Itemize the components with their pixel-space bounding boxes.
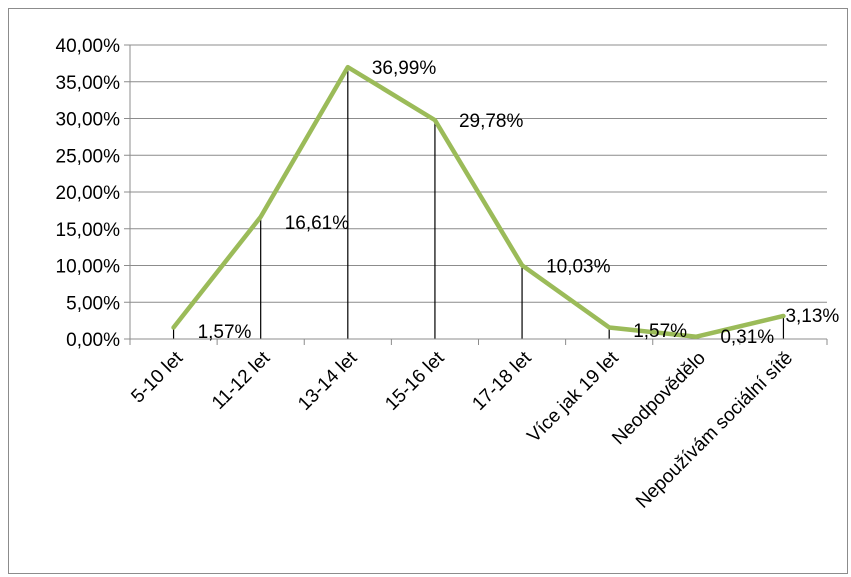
data-labels: 1,57% 16,61% 36,99% 29,78% 10,03% 1,57% 0,31% 3… <box>198 58 840 348</box>
y-tick-label: 0,00% <box>66 330 120 351</box>
x-tick-label: 17-18 let <box>468 347 536 415</box>
y-axis-tick-labels: 0,00% 5,00% 10,00% 15,00% 20,00% 25,00% 30,00%… <box>56 36 121 351</box>
drop-lines <box>172 67 785 339</box>
y-tick-label: 35,00% <box>56 73 121 94</box>
data-label: 1,57% <box>198 322 252 343</box>
x-tick-label: 5-10 let <box>127 347 187 407</box>
y-tick-label: 5,00% <box>66 293 120 314</box>
y-tick-label: 30,00% <box>56 110 121 131</box>
x-tick-label: Více jak 19 let <box>523 347 623 447</box>
x-tick-label: 13-14 let <box>294 347 362 415</box>
y-tick-label: 40,00% <box>56 36 121 57</box>
series-line <box>171 64 786 339</box>
data-label: 16,61% <box>285 213 350 234</box>
chart-area <box>8 8 848 574</box>
data-label: 1,57% <box>633 321 687 342</box>
x-axis <box>129 45 828 345</box>
data-label: 3,13% <box>785 306 839 327</box>
data-label: 0,31% <box>720 327 774 348</box>
x-tick-label: 11-12 let <box>208 347 275 414</box>
series-line-path <box>171 64 786 339</box>
y-tick-label: 25,00% <box>56 146 121 167</box>
x-tick-label: Nepoužívám sociální sítě <box>632 348 797 513</box>
x-tick-label: 15-16 let <box>381 347 449 415</box>
data-label: 36,99% <box>372 58 437 79</box>
y-tick-label: 20,00% <box>56 183 121 204</box>
data-label: 29,78% <box>459 111 524 132</box>
y-tick-label: 15,00% <box>56 220 121 241</box>
x-axis-tick-labels: 5-10 let 11-12 let 13-14 let 15-16 let 17-18… <box>127 347 797 512</box>
y-tick-label: 10,00% <box>56 257 121 278</box>
data-label: 10,03% <box>546 256 611 277</box>
